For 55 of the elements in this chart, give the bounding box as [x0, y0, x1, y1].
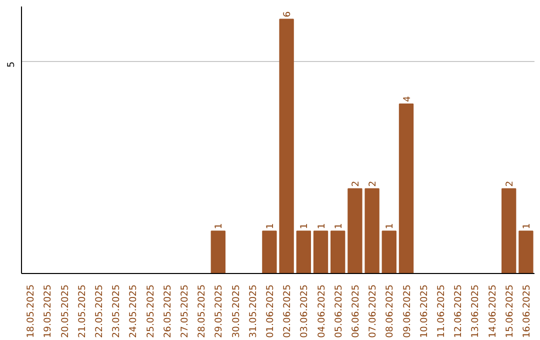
bar [348, 188, 362, 274]
x-tick-label: 09.06.2025 [402, 284, 413, 338]
x-tick-label: 24.05.2025 [128, 284, 140, 338]
bar [364, 188, 380, 274]
bar [518, 230, 534, 274]
x-tick-label: 13.06.2025 [470, 284, 482, 338]
data-label: 6 [282, 11, 294, 18]
x-tick-label: 02.06.2025 [282, 284, 294, 338]
data-label: 1 [214, 223, 225, 230]
bar [313, 230, 328, 274]
x-tick-label: 31.05.2025 [248, 284, 259, 338]
y-tick-label: 5 [6, 62, 17, 68]
x-tick-label: 04.06.2025 [316, 284, 328, 338]
x-tick-label: 23.05.2025 [111, 284, 122, 338]
data-label: 1 [316, 223, 328, 230]
x-tick-label: 06.06.2025 [350, 284, 362, 338]
x-tick-label: 01.06.2025 [264, 284, 276, 338]
bar [279, 18, 294, 274]
x-tick-label: 14.06.2025 [487, 284, 498, 338]
x-tick-label: 05.06.2025 [333, 284, 344, 338]
bar [262, 230, 277, 274]
bar [296, 230, 311, 274]
data-label: 2 [350, 180, 362, 187]
bar [398, 103, 414, 274]
x-tick-label: 29.05.2025 [214, 284, 225, 338]
data-label: 2 [504, 180, 516, 187]
x-tick-label: 10.06.2025 [418, 284, 430, 338]
data-label: 1 [333, 223, 344, 230]
bar [210, 230, 226, 274]
x-tick-label: 21.05.2025 [76, 284, 88, 338]
bar [502, 188, 516, 274]
x-tick-label: 16.06.2025 [521, 284, 532, 338]
x-tick-label: 30.05.2025 [230, 284, 242, 338]
x-tick-label: 03.06.2025 [299, 284, 310, 338]
data-label: 1 [264, 223, 276, 230]
data-label: 1 [521, 223, 532, 230]
x-tick-label: 19.05.2025 [42, 284, 54, 338]
x-tick-label: 07.06.2025 [368, 284, 379, 338]
x-tick-label: 08.06.2025 [384, 284, 396, 338]
data-label: 2 [368, 180, 379, 187]
bar [382, 230, 396, 274]
x-tick-label: 11.06.2025 [436, 284, 447, 338]
data-label: 4 [402, 96, 413, 102]
x-tick-label: 12.06.2025 [453, 284, 464, 338]
x-tick-label: 25.05.2025 [145, 284, 156, 338]
x-tick-label: 20.05.2025 [60, 284, 71, 338]
data-label: 1 [384, 223, 396, 230]
x-tick-label: 18.05.2025 [26, 284, 37, 338]
x-tick-label: 28.05.2025 [196, 284, 208, 338]
x-tick-label: 15.06.2025 [504, 284, 516, 338]
x-tick-label: 26.05.2025 [162, 284, 174, 338]
bar [330, 230, 346, 274]
x-tick-label: 22.05.2025 [94, 284, 105, 338]
x-tick-label: 27.05.2025 [179, 284, 190, 338]
data-label: 1 [299, 223, 310, 230]
